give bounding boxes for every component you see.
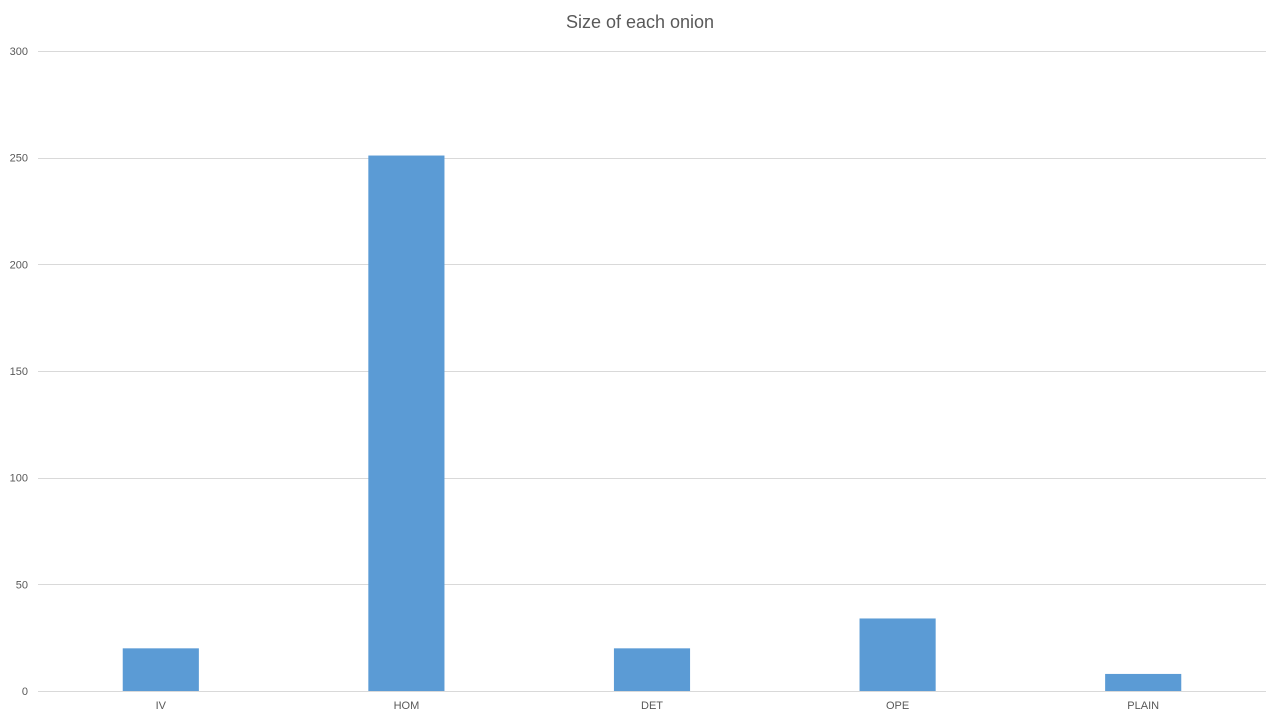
y-tick-label: 200 [10,259,28,271]
y-tick-label: 150 [10,366,28,378]
x-tick-label: PLAIN [1127,700,1159,712]
x-tick-label: DET [641,700,663,712]
x-tick-label: IV [156,700,167,712]
bar-plain [1105,673,1182,691]
gridlines [38,51,1266,585]
y-tick-label: 0 [22,686,28,698]
bar-ope [859,618,936,691]
y-tick-label: 100 [10,473,28,485]
bars [122,155,1182,692]
bar-hom [368,155,445,692]
y-tick-label: 250 [10,153,28,165]
y-tick-label: 300 [10,46,28,58]
x-tick-label: HOM [394,700,420,712]
bar-det [613,648,691,691]
x-axis-ticks: IV HOM DET OPE PLAIN [156,700,1160,712]
y-tick-label: 50 [16,579,28,591]
x-tick-label: OPE [886,700,909,712]
chart-title: Size of each onion [566,12,714,32]
y-axis-ticks: 0 50 100 150 200 250 300 [10,46,28,698]
bar-iv [122,648,199,691]
